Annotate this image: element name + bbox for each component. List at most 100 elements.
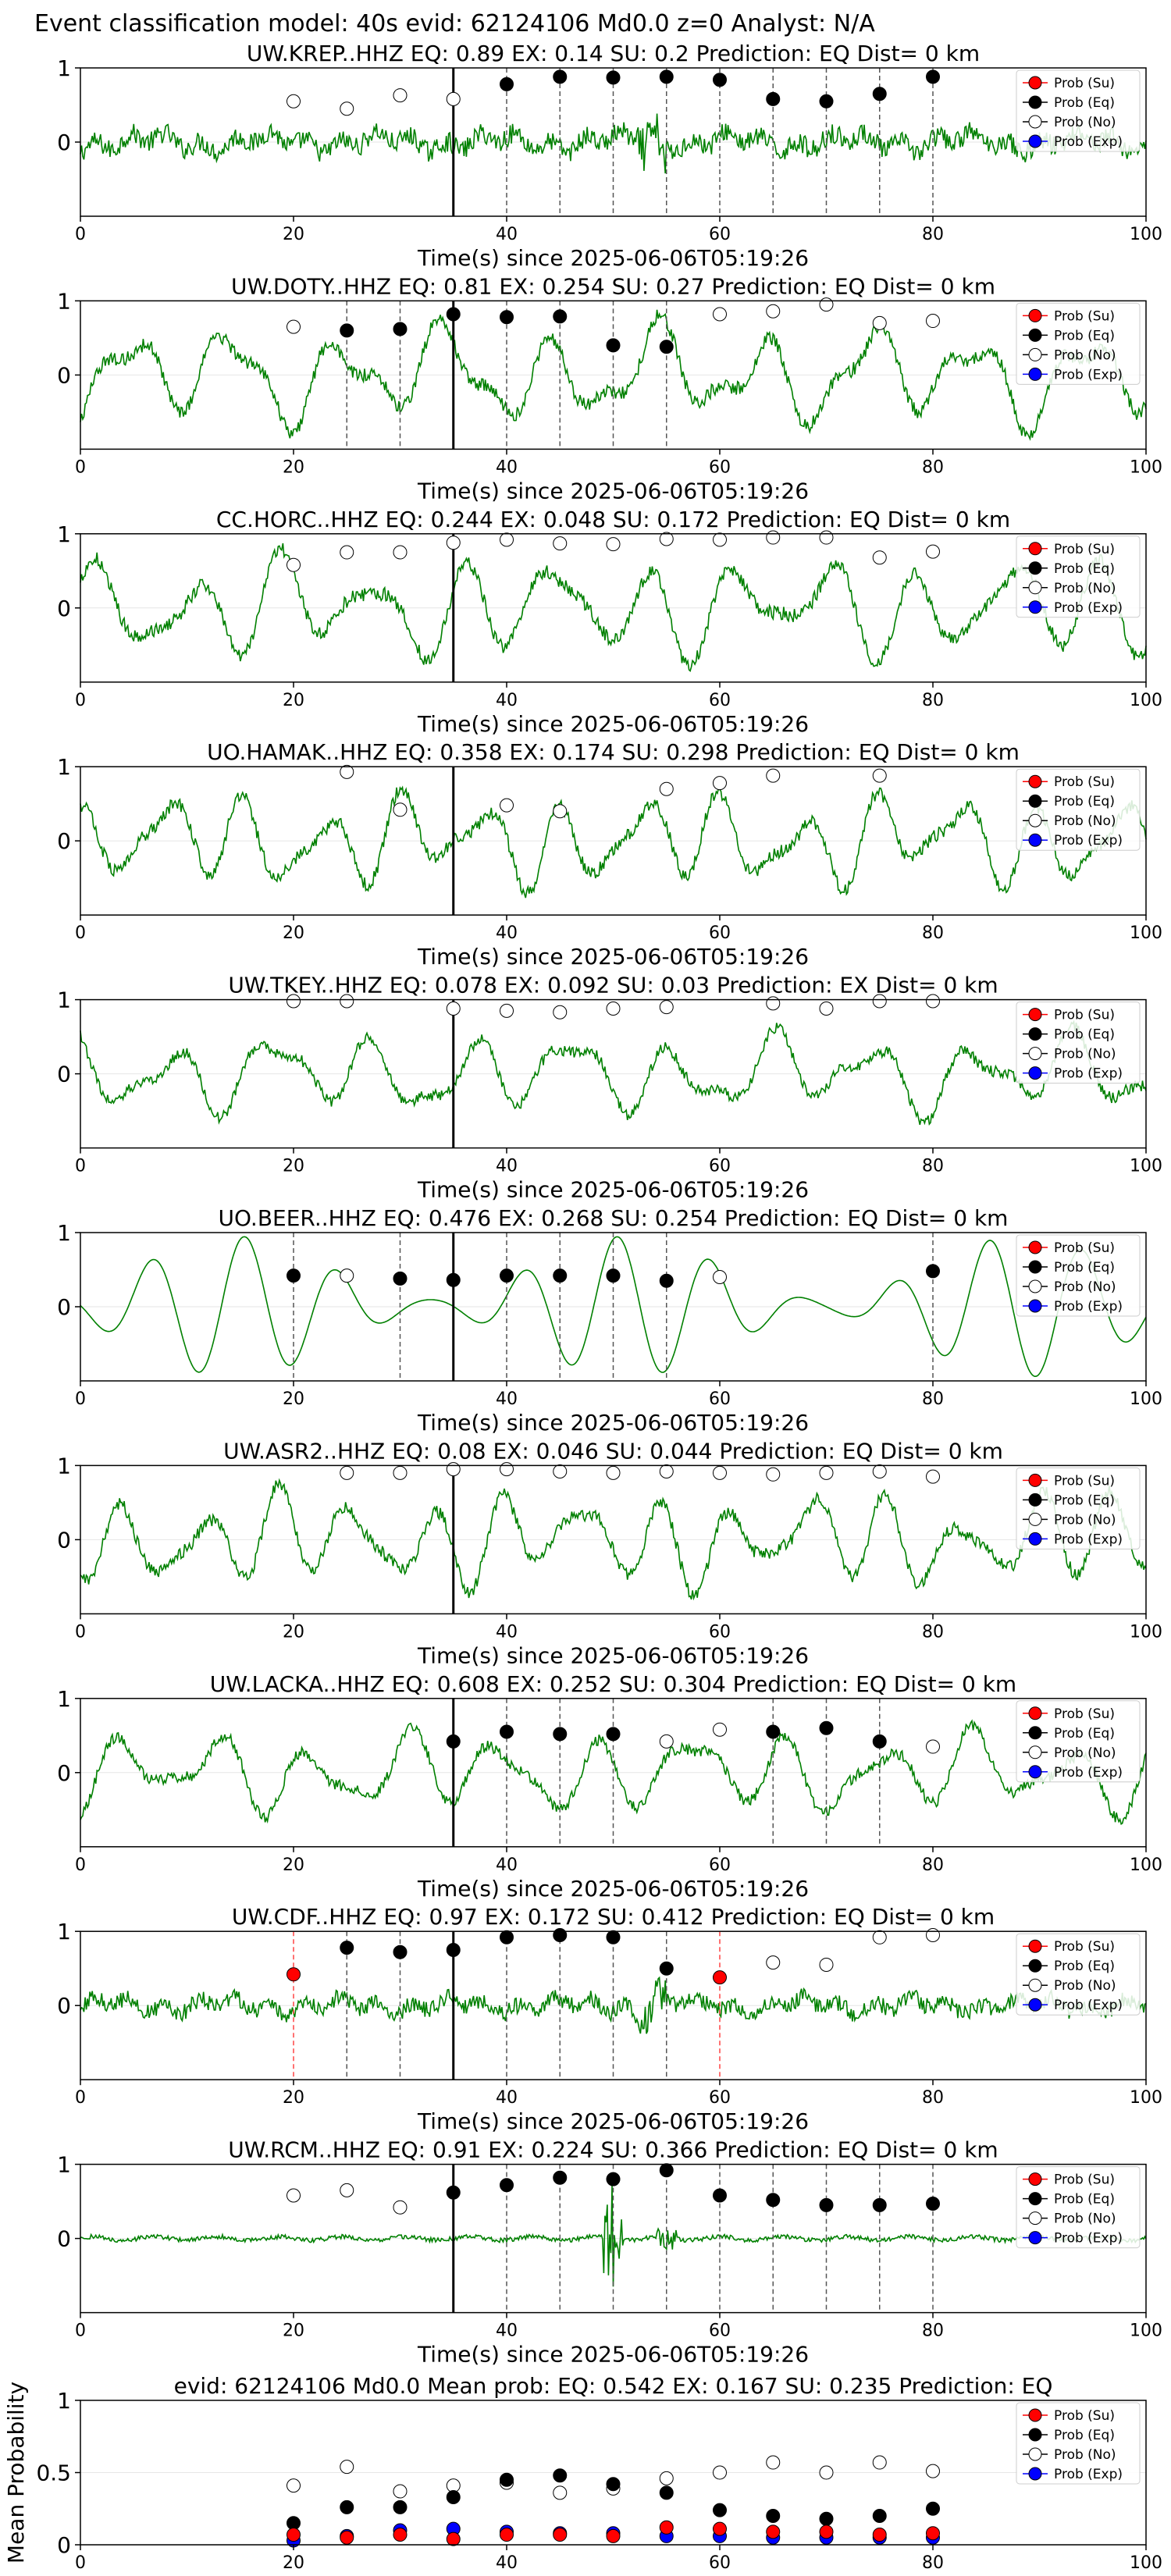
x-tick-label: 60 (709, 1157, 731, 1176)
x-tick-label: 0 (75, 2322, 86, 2341)
x-tick-label: 40 (496, 2322, 518, 2341)
marker-eq (659, 1961, 674, 1976)
y-tick-label: 1 (57, 1220, 71, 1246)
x-tick-label: 40 (496, 691, 518, 710)
legend-label-3: Prob (Exp) (1054, 2231, 1123, 2247)
legend-label-1: Prob (Eq) (1054, 1726, 1115, 1742)
legend-marker-1 (1028, 1260, 1042, 1274)
legend-marker-0 (1028, 2172, 1042, 2186)
marker-eq (766, 91, 781, 106)
marker-no (819, 1957, 834, 1972)
y-axis-label: Mean Probability (3, 2382, 29, 2564)
marker-eq (819, 2197, 834, 2212)
marker-no (287, 319, 301, 334)
marker-eq (500, 2472, 514, 2487)
legend-label-3: Prob (Exp) (1054, 1066, 1123, 1082)
marker-su (393, 2528, 408, 2542)
legend-label-1: Prob (Eq) (1054, 1959, 1115, 1974)
legend-label-0: Prob (Su) (1054, 308, 1115, 324)
marker-no (393, 2200, 408, 2215)
legend-label-0: Prob (Su) (1054, 76, 1115, 91)
marker-eq (553, 2170, 568, 2185)
marker-eq (659, 2485, 674, 2500)
legend-marker-2 (1028, 581, 1042, 595)
marker-no (872, 994, 887, 1009)
legend-label-0: Prob (Su) (1054, 542, 1115, 557)
marker-no (287, 994, 301, 1009)
legend-marker-0 (1028, 1240, 1042, 1254)
x-tick-label: 100 (1130, 225, 1162, 244)
legend-marker-2 (1028, 1745, 1042, 1759)
marker-eq (393, 1944, 408, 1959)
marker-no (340, 2460, 354, 2475)
marker-no (340, 764, 354, 779)
x-tick-label: 100 (1130, 457, 1162, 477)
legend-marker-1 (1028, 794, 1042, 808)
marker-eq (713, 2188, 727, 2203)
marker-no (713, 2465, 727, 2480)
x-tick-label: 40 (496, 1856, 518, 1875)
legend-label-1: Prob (Eq) (1054, 561, 1115, 577)
x-tick-label: 20 (283, 1389, 304, 1409)
marker-no (340, 1465, 354, 1480)
marker-no (500, 1003, 514, 1018)
y-tick-label: 0 (57, 2532, 71, 2558)
panel-title: UW.DOTY..HHZ EQ: 0.81 EX: 0.254 SU: 0.27… (231, 273, 995, 299)
x-tick-label: 0 (75, 1389, 86, 1409)
marker-no (393, 802, 408, 817)
legend-2: Prob (Su) Prob (Eq) Prob (No) Prob (Exp) (1016, 535, 1141, 618)
marker-eq (606, 1930, 621, 1944)
legend-marker-1 (1028, 1726, 1042, 1740)
marker-no (926, 1739, 940, 1754)
legend-marker-3 (1028, 2467, 1042, 2481)
legend-box (1016, 768, 1141, 851)
legend-box (1016, 1933, 1141, 2016)
legend-box (1016, 1234, 1141, 1317)
x-tick-label: 100 (1130, 1856, 1162, 1875)
panel-0: 0 20 40 60 80 100 1 0 UW.KREP..HHZ EQ: 0.89 EX: … (57, 41, 1162, 271)
legend-marker-0 (1028, 308, 1042, 322)
marker-no (766, 304, 781, 318)
legend-box (1016, 2402, 1141, 2485)
marker-eq (713, 2503, 727, 2517)
x-tick-label: 80 (922, 691, 944, 710)
marker-no (659, 1000, 674, 1015)
x-tick-label: 100 (1130, 1389, 1162, 1409)
panel-title: evid: 62124106 Md0.0 Mean prob: EQ: 0.54… (174, 2373, 1053, 2399)
marker-eq (553, 1727, 568, 1742)
x-tick-label: 40 (496, 1389, 518, 1409)
x-tick-label: 20 (283, 1622, 304, 1642)
legend-marker-1 (1028, 1027, 1042, 1041)
x-tick-label: 100 (1130, 1157, 1162, 1176)
marker-no (393, 88, 408, 103)
x-tick-label: 20 (283, 2088, 304, 2108)
legend-marker-0 (1028, 542, 1042, 556)
marker-no (606, 1002, 621, 1016)
x-tick-label: 20 (283, 691, 304, 710)
x-tick-label: 20 (283, 1856, 304, 1875)
x-axis-label: Time(s) since 2025-06-06T05:19:26 (417, 478, 809, 503)
legend-label-1: Prob (Eq) (1054, 2192, 1115, 2208)
x-tick-label: 0 (75, 691, 86, 710)
legend-label-2: Prob (No) (1054, 2447, 1116, 2463)
legend-label-2: Prob (No) (1054, 1047, 1116, 1062)
marker-no (926, 1927, 940, 1942)
x-tick-label: 80 (922, 2553, 944, 2573)
marker-eq (446, 1272, 461, 1287)
x-tick-label: 100 (1130, 2322, 1162, 2341)
marker-eq (500, 1724, 514, 1739)
legend-marker-0 (1028, 774, 1042, 788)
marker-su (287, 1967, 301, 1982)
x-tick-label: 0 (75, 1157, 86, 1176)
y-tick-label: 1 (57, 1686, 71, 1712)
legend-6: Prob (Su) Prob (Eq) Prob (No) Prob (Exp) (1016, 1467, 1141, 1550)
panel-9: 0 20 40 60 80 100 1 0 UW.RCM..HHZ EQ: 0.91 EX: 0… (57, 2137, 1162, 2368)
x-axis-label: Time(s) since 2025-06-06T05:19:26 (417, 245, 809, 271)
y-tick-label: 1 (57, 288, 71, 314)
marker-eq (500, 1268, 514, 1283)
legend-label-3: Prob (Exp) (1054, 134, 1123, 150)
marker-eq (926, 1264, 940, 1279)
legend-marker-1 (1028, 1959, 1042, 1973)
legend-label-3: Prob (Exp) (1054, 1299, 1123, 1315)
